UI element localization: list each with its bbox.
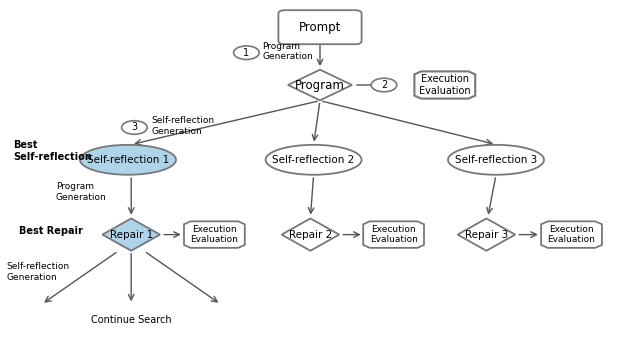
Text: Repair 3: Repair 3 [465,230,508,240]
Text: 2: 2 [381,80,387,90]
Text: Self-reflection
Generation: Self-reflection Generation [6,262,70,282]
Text: Self-reflection
Generation: Self-reflection Generation [152,116,215,136]
Polygon shape [288,70,352,100]
Text: Self-reflection 2: Self-reflection 2 [273,155,355,165]
Polygon shape [415,71,475,99]
Text: Execution
Evaluation: Execution Evaluation [191,225,238,244]
Text: Prompt: Prompt [299,21,341,34]
Text: Execution
Evaluation: Execution Evaluation [548,225,595,244]
Text: Best Repair: Best Repair [19,226,83,236]
Polygon shape [541,221,602,248]
Text: 3: 3 [131,122,138,133]
Polygon shape [282,219,339,251]
Text: Program
Generation: Program Generation [56,182,106,202]
Ellipse shape [266,145,362,175]
Polygon shape [102,219,160,251]
Text: Execution
Evaluation: Execution Evaluation [370,225,417,244]
Text: 1: 1 [243,48,250,58]
Circle shape [371,78,397,92]
Text: Program: Program [295,79,345,91]
Polygon shape [458,219,515,251]
Text: Program
Generation: Program Generation [262,42,313,62]
Text: Self-reflection 1: Self-reflection 1 [87,155,169,165]
Polygon shape [364,221,424,248]
Text: Repair 1: Repair 1 [109,230,153,240]
FancyBboxPatch shape [278,10,362,44]
Ellipse shape [448,145,544,175]
Text: Best
Self-reflection: Best Self-reflection [13,140,92,162]
Text: Repair 2: Repair 2 [289,230,332,240]
Ellipse shape [80,145,176,175]
Text: Continue Search: Continue Search [91,314,172,325]
Circle shape [122,121,147,134]
Circle shape [234,46,259,60]
Polygon shape [184,221,245,248]
Text: Execution
Evaluation: Execution Evaluation [419,74,470,96]
Text: Self-reflection 3: Self-reflection 3 [455,155,537,165]
